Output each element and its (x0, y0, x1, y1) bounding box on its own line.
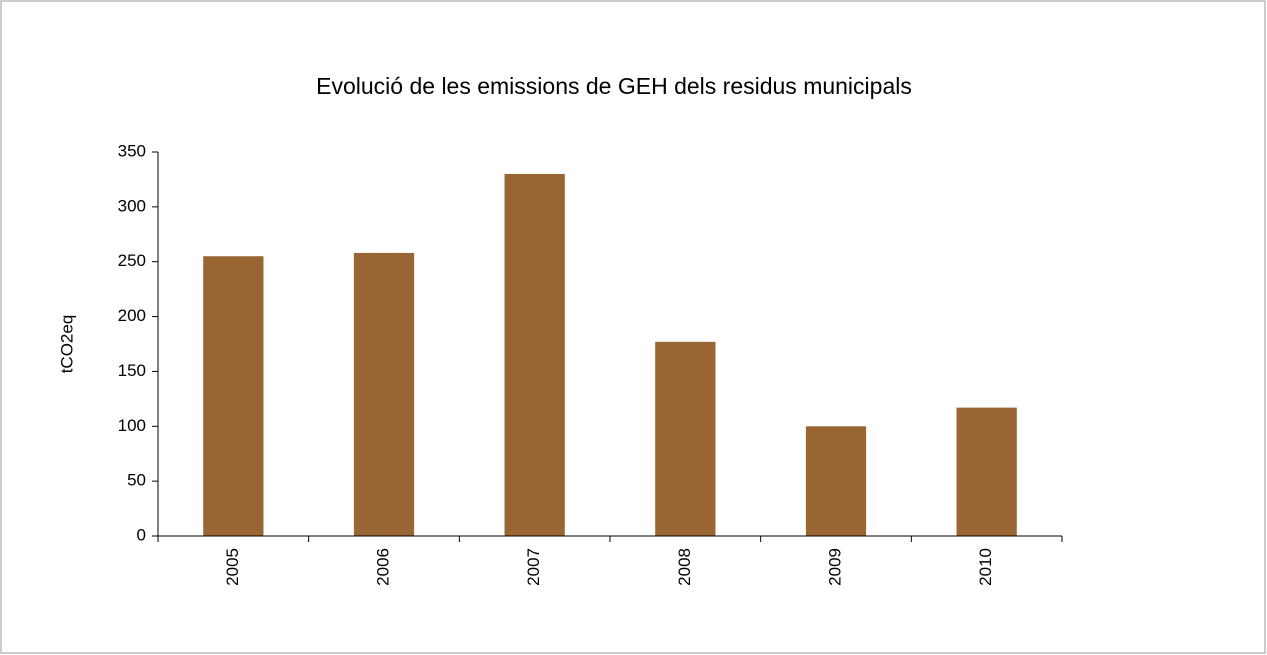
bar (956, 407, 1017, 536)
x-tick-label: 2008 (675, 548, 694, 586)
x-tick-label: 2010 (976, 548, 995, 586)
y-tick-label: 200 (118, 306, 146, 325)
y-axis-label: tCO2eq (57, 315, 76, 374)
bar (353, 252, 415, 537)
x-tick-label: 2007 (524, 548, 543, 586)
x-tick-label: 2006 (373, 548, 392, 586)
y-tick-label: 0 (137, 525, 146, 544)
x-tick-label: 2005 (223, 548, 242, 586)
chart-title: Evolució de les emissions de GEH dels re… (316, 73, 912, 99)
y-tick-label: 100 (118, 416, 146, 435)
y-tick-label: 350 (118, 141, 146, 160)
y-tick-label: 250 (118, 251, 146, 270)
bar (504, 173, 565, 536)
y-tick-label: 300 (118, 196, 146, 215)
bar (203, 256, 264, 536)
y-tick-label: 50 (127, 471, 146, 490)
y-tick-label: 150 (118, 361, 146, 380)
bar (805, 426, 867, 536)
x-tick-label: 2009 (825, 548, 844, 586)
bar (655, 341, 716, 536)
